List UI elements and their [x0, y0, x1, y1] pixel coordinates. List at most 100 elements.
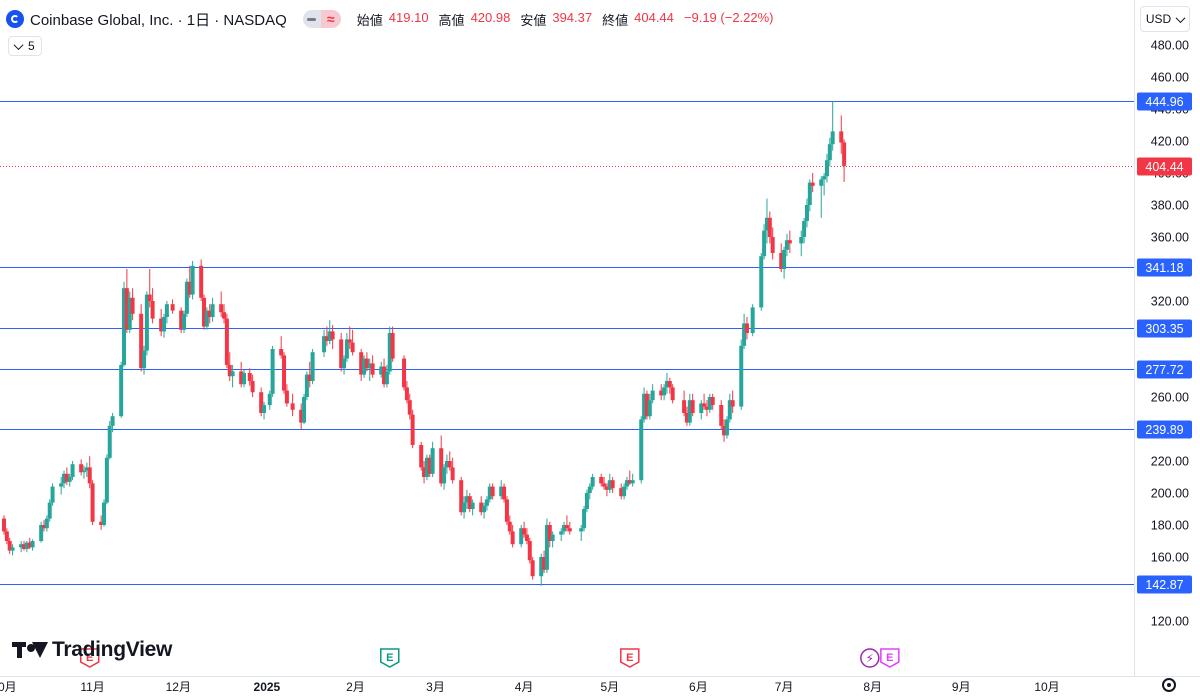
- candle-body: [707, 397, 712, 410]
- candle-body: [804, 205, 809, 221]
- tradingview-mark-icon: [12, 639, 48, 661]
- candle-body: [664, 381, 669, 388]
- candle-body: [607, 480, 612, 490]
- candle-body: [279, 349, 284, 356]
- candle-body: [342, 358, 347, 369]
- candle-body: [684, 413, 689, 423]
- y-tick-label: 160.00: [1151, 551, 1189, 565]
- candle-body: [544, 525, 549, 570]
- candle-body: [499, 486, 504, 497]
- candle-body: [722, 425, 727, 436]
- candle-body: [110, 416, 115, 426]
- candle-body: [267, 393, 272, 405]
- candle-body: [764, 217, 769, 231]
- indicators-toggle-button[interactable]: 5: [8, 36, 42, 56]
- candle-body: [484, 499, 489, 506]
- candle-body: [510, 531, 515, 545]
- candle-body: [644, 393, 649, 417]
- candle-body: [719, 405, 724, 426]
- earnings-event-label: E: [886, 652, 893, 664]
- indicator-count: 5: [28, 39, 35, 53]
- candle-body: [550, 534, 555, 541]
- tradingview-logo[interactable]: TradingView: [12, 638, 172, 662]
- candle-body: [487, 486, 492, 500]
- candle-body: [184, 281, 189, 314]
- candle-body: [724, 419, 729, 436]
- candle-body: [24, 542, 29, 549]
- candle-body: [490, 486, 495, 497]
- candle-body: [624, 480, 629, 487]
- candle-body: [642, 393, 647, 420]
- chart-mode-toggle[interactable]: ≈: [302, 10, 341, 28]
- candle-body: [344, 339, 349, 359]
- candle-body: [67, 477, 72, 482]
- candle-body: [367, 363, 372, 369]
- candle-body: [439, 448, 444, 484]
- candle-body: [147, 294, 152, 301]
- candle-body: [504, 499, 509, 522]
- candle-body: [742, 323, 747, 346]
- candle-body: [784, 240, 789, 250]
- candle-body: [70, 464, 75, 477]
- candle-body: [282, 355, 287, 391]
- candle-body: [730, 400, 735, 407]
- close-label: 終値: [602, 12, 629, 28]
- level-price-label: 341.18: [1145, 261, 1183, 275]
- candle-body: [524, 534, 529, 541]
- approx-icon[interactable]: ≈: [320, 10, 341, 28]
- candle-body: [330, 331, 335, 340]
- candle-body: [530, 560, 535, 577]
- y-tick-label: 480.00: [1151, 39, 1189, 53]
- candle-body: [384, 371, 389, 385]
- candle-body: [210, 304, 215, 317]
- candle-body: [599, 477, 604, 484]
- candle-body: [824, 160, 829, 177]
- x-tick-label: 9月: [952, 680, 971, 694]
- candle-body: [27, 542, 32, 548]
- candle-body: [419, 445, 424, 468]
- x-tick-label: 6月: [689, 680, 708, 694]
- y-tick-label: 180.00: [1151, 519, 1189, 533]
- candle-body: [122, 288, 127, 365]
- symbol-title[interactable]: Coinbase Global, Inc. · 1日 · NASDAQ: [30, 11, 287, 29]
- candle-body: [284, 390, 289, 404]
- candle-body: [619, 488, 624, 497]
- earnings-event-label: E: [86, 652, 93, 664]
- dividend-event-icon: ⚡: [866, 652, 874, 666]
- minus-icon[interactable]: [302, 10, 321, 28]
- candle-body: [779, 253, 784, 269]
- candle-body: [144, 294, 149, 351]
- candle-body: [230, 371, 235, 377]
- candle-body: [782, 249, 787, 269]
- candle-body: [182, 313, 187, 330]
- x-tick-label: 2025: [254, 680, 281, 694]
- candle-body: [79, 464, 84, 473]
- candle-body: [670, 387, 675, 401]
- earnings-event-marker: [620, 648, 640, 668]
- candle-body: [582, 509, 587, 529]
- candle-body: [350, 342, 355, 353]
- candle-body: [4, 531, 9, 541]
- level-price-tag: [1137, 360, 1192, 379]
- currency-selector[interactable]: USD: [1140, 6, 1190, 32]
- candle-body: [339, 339, 344, 369]
- candle-body: [359, 352, 364, 375]
- y-tick-label: 120.00: [1151, 615, 1189, 629]
- level-price-label: 303.35: [1145, 322, 1183, 336]
- candle-body: [259, 392, 264, 413]
- candle-body: [482, 505, 487, 513]
- candle-body: [547, 525, 552, 541]
- candle-body: [479, 502, 484, 513]
- y-tick-label: 360.00: [1151, 231, 1189, 245]
- candle-body: [102, 502, 107, 525]
- level-price-label: 142.87: [1145, 578, 1183, 592]
- y-tick-label: 320.00: [1151, 295, 1189, 309]
- candle-body: [464, 496, 469, 503]
- candle-body: [630, 480, 635, 484]
- candle-body: [84, 467, 89, 471]
- candle-body: [427, 457, 432, 474]
- candle-body: [322, 336, 327, 353]
- candle-body: [507, 521, 512, 532]
- settings-icon[interactable]: [1162, 678, 1176, 692]
